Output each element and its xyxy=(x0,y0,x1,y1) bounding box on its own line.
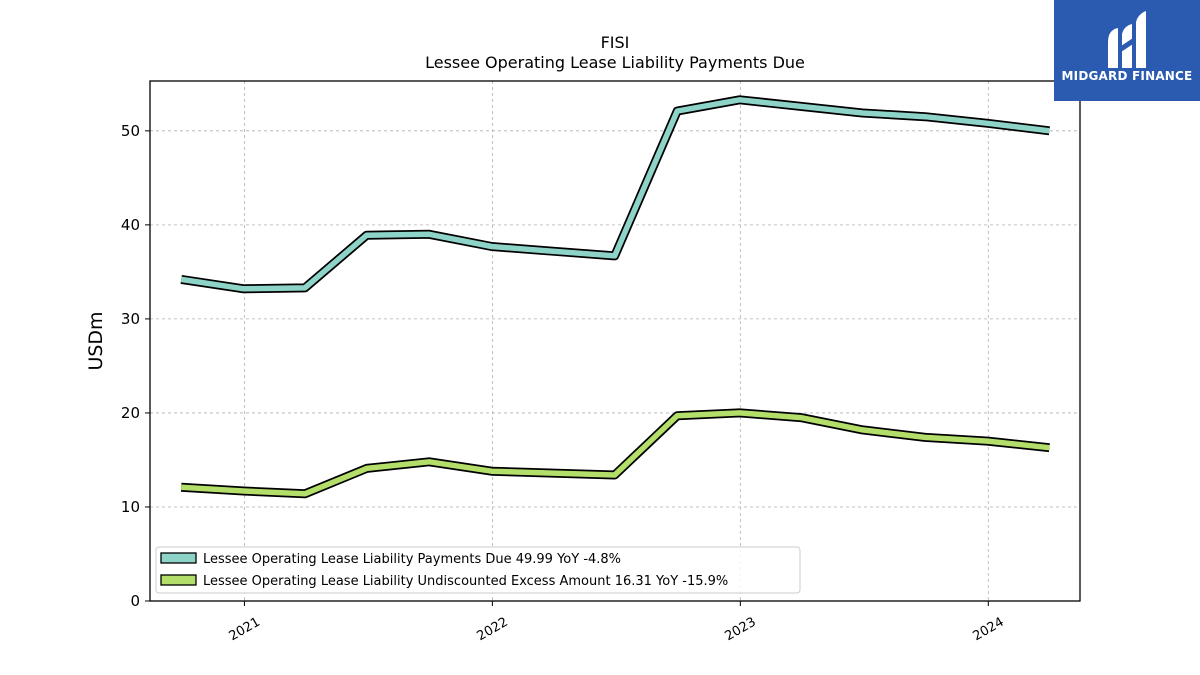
y-tick-label: 50 xyxy=(121,122,140,140)
chart-subtitle: Lessee Operating Lease Liability Payment… xyxy=(425,53,805,72)
x-tick-label: 2024 xyxy=(970,615,1006,645)
legend-swatch-payments-due xyxy=(160,552,197,564)
y-axis-ticks: 0 10 20 30 40 50 xyxy=(121,122,150,610)
chart-title: FISI xyxy=(601,33,630,52)
plot-frame xyxy=(149,80,1081,602)
series-layer xyxy=(180,95,1050,499)
legend: Lessee Operating Lease Liability Payment… xyxy=(155,546,801,594)
y-tick-label: 10 xyxy=(121,498,140,516)
x-tick-label: 2022 xyxy=(475,615,511,645)
y-tick-label: 40 xyxy=(121,216,140,234)
legend-swatch-undiscounted-excess xyxy=(160,574,197,586)
x-axis-ticks: 2021 2022 2023 2024 xyxy=(227,601,1007,644)
legend-label-payments-due: Lessee Operating Lease Liability Payment… xyxy=(203,552,621,567)
grid-lines xyxy=(150,81,1080,602)
midgard-logo-icon xyxy=(1108,11,1146,68)
series-outline-1 xyxy=(180,408,1050,499)
y-tick-label: 30 xyxy=(121,310,140,328)
brand-logo: MIDGARD FINANCE xyxy=(1054,0,1200,101)
y-tick-label: 0 xyxy=(130,592,140,610)
legend-label-undiscounted-excess: Lessee Operating Lease Liability Undisco… xyxy=(203,574,728,589)
series-line-0 xyxy=(180,97,1050,292)
x-tick-label: 2023 xyxy=(723,615,759,645)
x-tick-label: 2021 xyxy=(227,615,263,645)
legend-box xyxy=(155,546,801,594)
y-tick-label: 20 xyxy=(121,404,140,422)
brand-name: MIDGARD FINANCE xyxy=(1061,69,1193,83)
y-axis-label: USDm xyxy=(85,311,107,370)
series-outline-0 xyxy=(180,95,1050,294)
series-line-1 xyxy=(181,410,1050,497)
